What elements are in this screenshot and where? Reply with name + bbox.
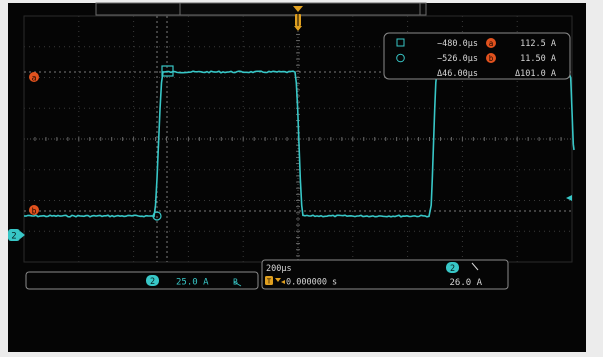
cursor-a-point-square-icon [161,65,174,77]
trigger-level-value: 26.0 A [449,278,482,288]
horizontal-trigger-box[interactable]: 200μs T 0.000000 s 2 26.0 A [261,259,509,290]
delta-value: Δ101.0 A [515,69,556,79]
trigger-channel-label: 2 [450,264,455,274]
channel-2-badge-label: 2 [150,277,155,287]
cursor-a-badge: a [489,39,494,48]
trigger-position-value: 0.000000 s [286,278,337,288]
channel-2-waveform [23,70,575,218]
trigger-channel-badge [446,262,459,273]
cursor-a-level-marker[interactable]: a [29,72,39,83]
cursor-a-marker-label: a [32,74,37,83]
trigger-position-icon[interactable] [293,6,303,31]
cursor-a-value: 112.5 A [520,39,556,49]
cursor-b-value: 11.50 A [520,54,556,64]
right-offset-arrow-icon [566,195,572,201]
cursor-b-circle-icon [396,53,405,63]
rising-slope-icon [471,262,479,271]
trigger-t-label: T [267,278,272,286]
svg-text:B: B [233,278,238,287]
cursor-b-badge: b [489,54,494,63]
channel-2-scale-value: 25.0 A [176,278,209,288]
channel-2-ground-marker[interactable]: 2 [8,229,25,242]
trigger-t-icon [265,276,273,285]
bandwidth-limit-icon: B [233,278,242,287]
cursor-b-point-circle-icon [152,211,162,221]
trigger-left-arrow-icon [281,280,285,284]
delta-time: Δ46.00μs [437,69,478,79]
top-bezel-tab [95,2,427,16]
channel-2-ground-label: 2 [11,232,16,242]
cursor-b-level-marker[interactable]: b [29,205,39,216]
cursor-b-marker-label: b [32,207,37,216]
cursor-b-time: −526.0μs [437,54,478,64]
channel-2-scale-box[interactable]: 2 25.0 A B [25,271,259,290]
channel-2-badge [146,275,159,286]
cursor-a-square-icon [396,38,405,47]
timebase-value: 200μs [266,264,292,274]
trigger-down-arrow-icon [275,278,281,282]
cursor-readout-panel[interactable]: −480.0μs −526.0μs Δ46.00μs a b 112.5 A 1… [383,32,571,80]
cursor-a-time: −480.0μs [437,39,478,49]
